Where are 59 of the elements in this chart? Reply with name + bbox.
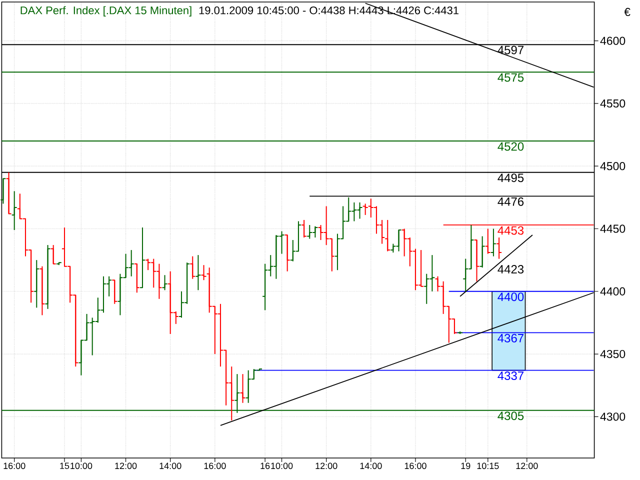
candlestick <box>0 178 6 204</box>
x-tick-label: 10:00 <box>70 462 92 470</box>
y-tick-label: 4400 <box>600 287 626 296</box>
candlestick <box>384 219 391 252</box>
x-tick-label: 15 <box>60 462 70 469</box>
candlestick <box>134 263 140 294</box>
x-tick-label: 16 <box>260 462 270 470</box>
ref-line-label: 4495 <box>498 174 524 182</box>
y-tick-label: 4500 <box>600 162 626 170</box>
annotation: 4423 <box>498 265 524 274</box>
candlestick <box>162 274 168 291</box>
y-tick-label: 4350 <box>600 350 626 358</box>
candlestick <box>200 264 207 281</box>
ref-line-label: 4305 <box>498 412 524 420</box>
x-tick-label: 10:00 <box>271 462 293 470</box>
x-tick-label: 16:00 <box>204 462 226 470</box>
candlestick <box>112 280 118 304</box>
candlestick <box>284 234 290 272</box>
candlestick <box>474 240 480 282</box>
ref-line-label: 4597 <box>498 46 524 54</box>
candlestick <box>362 203 368 216</box>
series-label: 4367 <box>498 334 524 342</box>
chart-title: DAX Perf. Index [.DAX 15 Minuten] <box>20 6 192 16</box>
chart-subtitle: 19.01.2009 10:45:00 - O:4438 H:4443 L:4426 C:4431 <box>199 6 458 14</box>
x-tick-label: 16:00 <box>4 462 26 470</box>
series-label: 4400 <box>498 292 524 302</box>
candlestick <box>301 219 308 238</box>
x-tick-label: 10:15 <box>477 462 499 470</box>
candlestick <box>44 244 51 310</box>
candlestick <box>39 266 46 316</box>
candlestick <box>139 226 146 288</box>
y-tick-label: 4300 <box>600 412 626 421</box>
x-tick-label: 14:00 <box>360 462 382 470</box>
candlestick <box>190 256 196 280</box>
candlestick <box>490 228 496 257</box>
series-label: 4453 <box>498 226 524 235</box>
candlestick <box>50 244 56 264</box>
series-label: 4337 <box>498 372 524 380</box>
x-tick-label: 12:00 <box>516 462 538 470</box>
x-tick-label: 12:00 <box>316 462 338 470</box>
candlestick <box>496 237 502 260</box>
y-tick-label: 4600 <box>600 36 626 45</box>
ref-line-label: 4575 <box>498 73 524 82</box>
y-tick-label: 4450 <box>600 224 626 233</box>
x-tick-label: 19 <box>461 462 470 470</box>
ref-line-label: 4520 <box>498 142 524 151</box>
candlestick <box>6 172 12 214</box>
candlestick <box>11 190 18 230</box>
candlestick <box>479 236 486 268</box>
y-axis-title: € <box>624 8 630 16</box>
candlestick <box>34 260 40 308</box>
candlestick <box>195 254 202 291</box>
series-label: 4476 <box>498 197 524 206</box>
x-tick-label: 16:00 <box>404 462 426 470</box>
x-tick-label: 14:00 <box>160 462 182 470</box>
y-tick-label: 4550 <box>600 99 626 108</box>
x-tick-label: 12:00 <box>115 462 137 470</box>
candlestick <box>484 228 491 254</box>
candlestick <box>240 374 246 404</box>
